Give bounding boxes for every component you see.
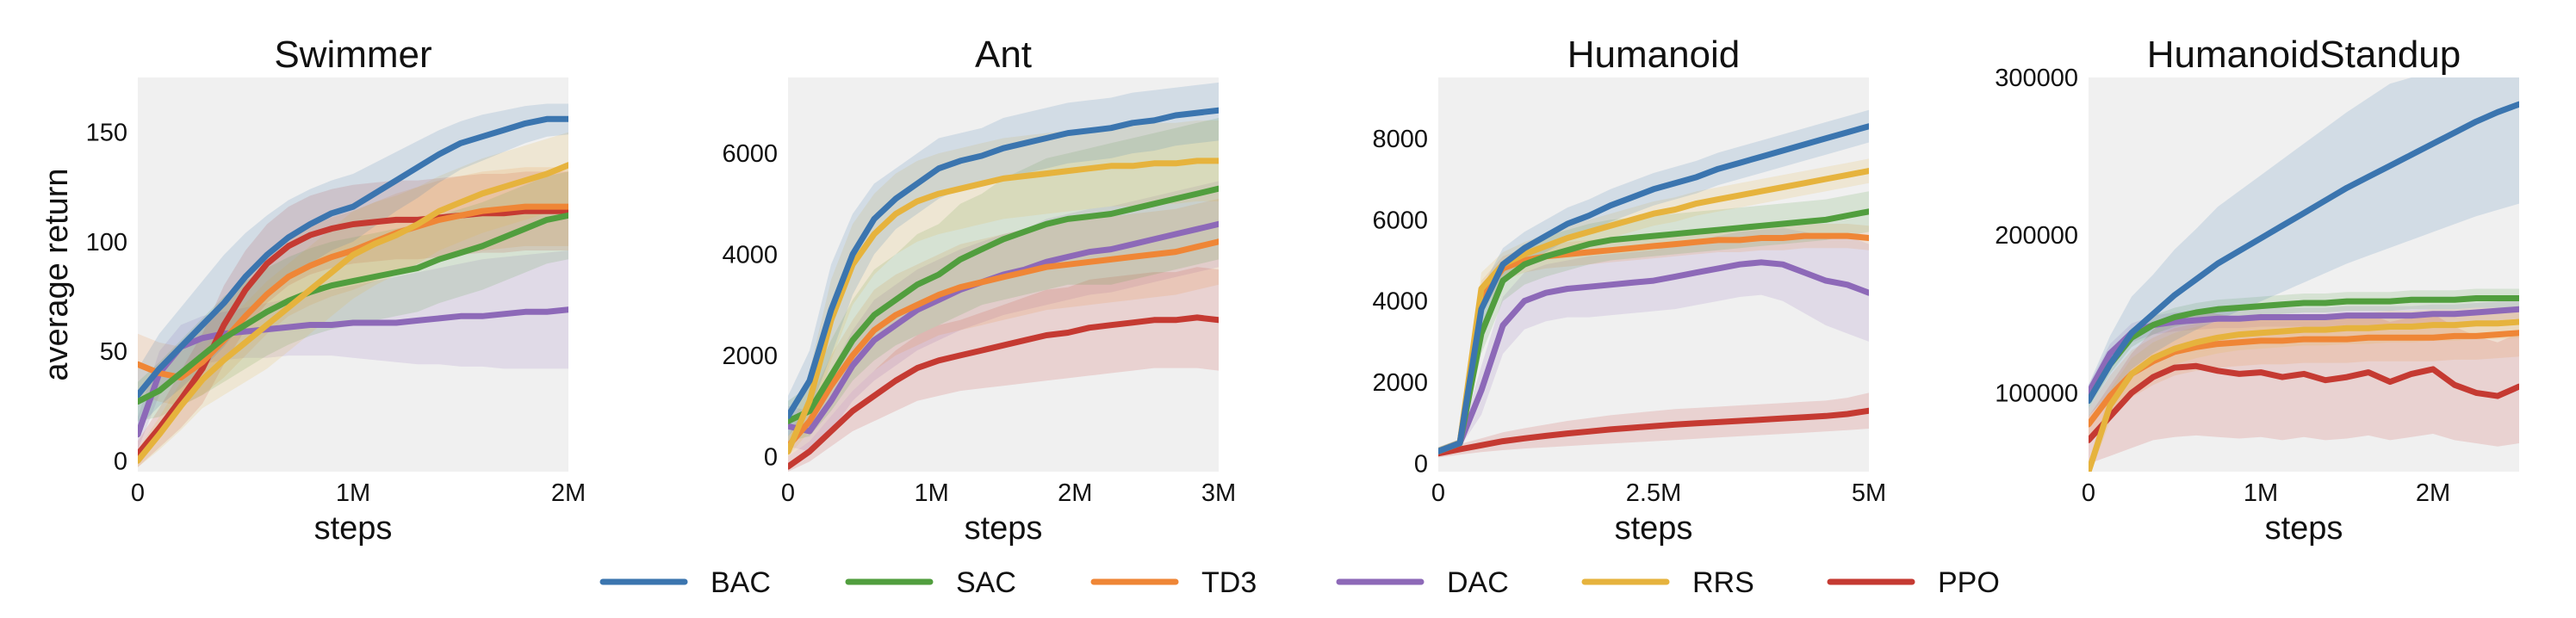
band-ppo [788,267,1219,472]
x-tick-label: 1M [2244,479,2278,507]
series-line-ppo [788,314,1219,470]
x-tick-label: 0 [131,479,145,507]
x-tick-label: 0 [781,479,795,507]
chart-title: Ant [975,34,1032,76]
x-tick-label: 2M [551,479,586,507]
band-dac [1438,227,1869,456]
legend-item-rrs: RRS [1581,566,1754,599]
series-line-dac [138,306,568,438]
chart-title: Swimmer [274,34,431,76]
x-tick-label: 2M [1058,479,1092,507]
x-tick-label: 1M [915,479,949,507]
x-axis-label: steps [2265,510,2343,547]
series-line-rrs [788,158,1219,454]
x-tick-label: 3M [1201,479,1236,507]
band-td3 [1438,224,1869,456]
band-dac [2089,300,2519,401]
chart-title: Humanoid [1567,34,1741,76]
band-sac [138,171,568,422]
band-rrs [1438,158,1869,456]
series-line-sac [788,185,1219,424]
band-bac [788,82,1219,436]
series-line-bac [138,115,568,399]
legend-label: RRS [1692,566,1754,599]
legend-label: DAC [1447,566,1509,599]
legend-label: SAC [956,566,1016,599]
y-tick-label: 6000 [1372,207,1428,234]
x-tick-label: 1M [336,479,370,507]
y-tick-label: 300000 [1995,65,2078,92]
x-tick-label: 2.5M [1626,479,1681,507]
band-bac [1438,109,1869,456]
plot-area [138,77,568,472]
y-tick-label: 100000 [1995,380,2078,407]
series-line-td3 [1438,232,1869,454]
legend-item-ppo: PPO [1827,566,2000,599]
series-line-sac [138,212,568,405]
panel-humanoidstandup: HumanoidStandup 100000 200000 300000 0 1M 2M st… [1995,34,2519,547]
y-tick-label: 4000 [1372,288,1428,316]
x-tick-label: 0 [1431,479,1445,507]
band-bac [2089,77,2519,417]
y-tick-label: 0 [1414,451,1428,479]
series-line-sac [2089,295,2519,405]
y-tick-label: 6000 [722,140,778,168]
legend-item-td3: TD3 [1090,566,1257,599]
y-tick-label: 100 [86,229,127,256]
legend-item-bac: BAC [599,566,771,599]
y-tick-label: 2000 [722,343,778,370]
plot-area [2089,77,2519,472]
y-tick-label: 50 [100,338,127,366]
series-line-rrs [138,162,568,464]
series-line-sac [1438,208,1869,454]
x-tick-label: 2M [2416,479,2450,507]
series-line-td3 [138,203,568,381]
legend-label: PPO [1938,566,2000,599]
x-axis-label: steps [314,510,393,547]
series-line-bac [788,107,1219,419]
y-axis-label: average return [39,168,75,380]
legend: BAC SAC TD3 DAC RRS PPO [599,566,2000,599]
y-tick-label: 200000 [1995,222,2078,250]
x-axis-label: steps [1615,510,1693,547]
panel-ant: Ant 0 2000 4000 6000 0 1M 2M 3M steps [722,34,1236,547]
legend-label: BAC [711,566,771,599]
band-ppo [138,171,568,467]
band-rrs [788,120,1219,457]
panel-humanoid: Humanoid 0 2000 4000 6000 8000 0 2.5M 5M steps [1372,34,1886,547]
y-tick-label: 0 [764,443,778,471]
panel-swimmer: Swimmer 0 50 100 150 0 1M 2M steps average return [39,34,586,547]
x-tick-label: 0 [2082,479,2095,507]
series-line-bac [2089,101,2519,405]
y-tick-label: 8000 [1372,126,1428,153]
legend-item-dac: DAC [1336,566,1509,599]
band-td3 [788,198,1219,457]
y-tick-label: 150 [86,120,127,147]
series-line-bac [1438,123,1869,454]
series-line-td3 [788,238,1219,450]
series-line-rrs [2089,318,2519,472]
band-dac [138,250,568,450]
x-tick-label: 5M [1852,479,1886,507]
band-bac [138,103,568,429]
y-tick-label: 4000 [722,242,778,269]
legend-label: TD3 [1201,566,1257,599]
series-line-dac [1438,259,1869,454]
x-axis-label: steps [965,510,1043,547]
series-line-ppo [2089,362,2519,443]
series-line-ppo [1438,407,1869,457]
y-tick-label: 2000 [1372,369,1428,397]
y-tick-label: 0 [114,448,127,475]
chart-title: HumanoidStandup [2147,34,2461,76]
legend-item-sac: SAC [845,566,1016,599]
